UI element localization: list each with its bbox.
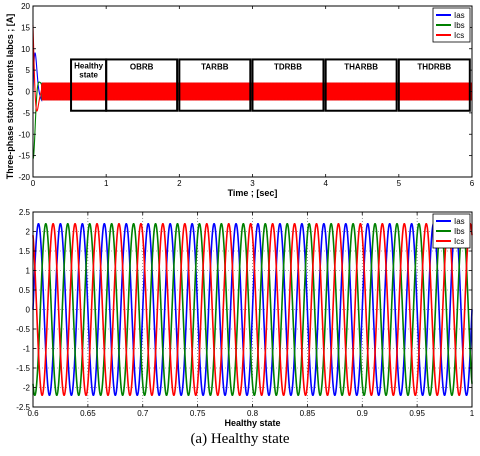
chart1-steady-state-band — [41, 82, 472, 101]
chart1-x-tick-label: 5 — [397, 179, 402, 188]
chart1-annotation-box-2 — [178, 58, 252, 112]
chart1-x-axis-label: Time ; [sec] — [228, 188, 278, 198]
chart2-series-ias — [32, 222, 473, 397]
chart2-y-tick-label: -1.5 — [16, 364, 30, 373]
chart1-x-tick-label: 4 — [323, 179, 328, 188]
chart2-y-tick-label: 2.5 — [19, 208, 31, 217]
chart2-legend-entry-ibs: Ibs — [454, 227, 465, 236]
chart2-y-tick-label: 0 — [26, 306, 31, 315]
chart1-y-tick-label: 10 — [21, 45, 30, 54]
chart1-x-tick-label: 6 — [470, 179, 475, 188]
chart1-annotation-label: THDRBB — [417, 62, 451, 71]
chart1-annotation-label: THARBB — [344, 62, 378, 71]
chart1-annotation-box-4 — [324, 58, 398, 112]
chart2-y-tick-label: 2 — [26, 228, 31, 237]
chart1-legend-entry-ics: Ics — [454, 31, 464, 40]
chart1-x-tick-label: 2 — [177, 179, 182, 188]
chart1-x-tick-label: 0 — [31, 179, 36, 188]
chart1-legend-entry-ias: Ias — [454, 11, 465, 20]
chart2-x-tick-label: 0.65 — [80, 409, 96, 418]
chart2-x-tick-label: 0.7 — [137, 409, 149, 418]
chart1-x-tick-label: 1 — [104, 179, 109, 188]
chart1-annotation-label: Healthy — [74, 61, 103, 70]
chart1-annotation-label: TDRBB — [274, 62, 302, 71]
chart1-y-axis-label: Three-phase stator currents Iabcs ; [A] — [5, 14, 15, 180]
chart1-y-tick-label: 15 — [21, 23, 30, 32]
chart2-x-tick-label: 1 — [470, 409, 475, 418]
chart1-y-tick-label: 5 — [26, 66, 31, 75]
chart2-y-tick-label: -2.5 — [16, 403, 30, 412]
chart2-y-tick-label: -2 — [23, 384, 31, 393]
chart1-annotation-box-5 — [397, 58, 471, 112]
chart1-annotation-box-1 — [105, 58, 179, 112]
chart2-y-tick-label: -0.5 — [16, 325, 30, 334]
chart1-legend-entry-ibs: Ibs — [454, 21, 465, 30]
chart2-x-tick-label: 0.95 — [409, 409, 425, 418]
chart1-annotation-label: TARBB — [201, 62, 229, 71]
chart2-y-tick-label: -1 — [23, 345, 31, 354]
chart2-x-tick-label: 0.6 — [27, 409, 39, 418]
chart1-annotation-label: OBRB — [130, 62, 154, 71]
chart1-y-tick-label: 20 — [21, 2, 30, 11]
chart1-y-tick-label: -5 — [23, 109, 31, 118]
chart1-y-tick-label: -15 — [18, 152, 30, 161]
chart2-y-tick-label: 0.5 — [19, 286, 31, 295]
chart2-x-axis-label: Healthy state — [224, 418, 280, 428]
chart2-series-ibs — [32, 222, 473, 397]
chart1-y-tick-label: -20 — [18, 173, 30, 182]
chart2-legend-entry-ias: Ias — [454, 217, 465, 226]
figure-caption: (a) Healthy state — [190, 431, 290, 447]
chart1-annotation-label: state — [79, 70, 98, 79]
chart2-y-tick-label: 1 — [26, 267, 31, 276]
chart2-x-tick-label: 0.8 — [247, 409, 259, 418]
chart2-x-tick-label: 0.75 — [190, 409, 206, 418]
chart2-y-tick-label: 1.5 — [19, 247, 31, 256]
chart2-legend-entry-ics: Ics — [454, 237, 464, 246]
chart1-annotation-box-3 — [251, 58, 325, 112]
chart2-x-tick-label: 0.9 — [357, 409, 369, 418]
chart1-y-tick-label: 0 — [26, 88, 31, 97]
chart2-x-tick-label: 0.85 — [300, 409, 316, 418]
chart1-x-tick-label: 3 — [250, 179, 255, 188]
chart1-y-tick-label: -10 — [18, 130, 30, 139]
chart2-series-ics — [32, 222, 473, 397]
